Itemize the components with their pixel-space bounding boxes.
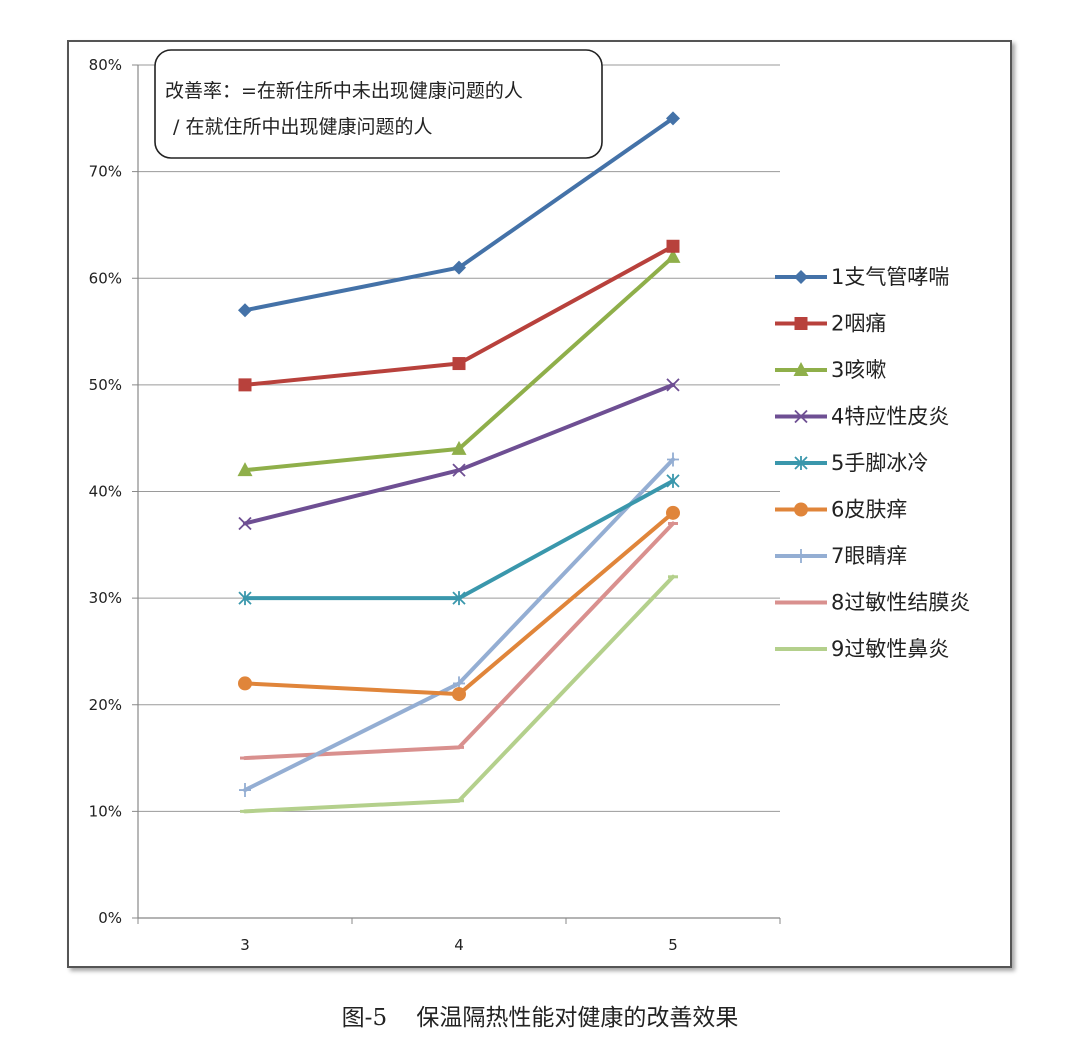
- legend-label: 2咽痛: [831, 312, 886, 336]
- data-point: [666, 111, 680, 126]
- legend-item: 2咽痛: [775, 312, 886, 336]
- data-point: [237, 462, 253, 477]
- series-2: [238, 239, 680, 392]
- legend-item: 4特应性皮炎: [775, 405, 949, 429]
- data-point: [665, 248, 681, 263]
- legend-label: 4特应性皮炎: [831, 405, 949, 429]
- legend-item: 3咳嗽: [775, 358, 886, 382]
- legend-marker: [794, 502, 808, 517]
- legend-marker: [794, 409, 808, 424]
- x-tick-label: 4: [454, 936, 464, 954]
- data-point: [238, 591, 252, 606]
- legend-label: 6皮肤痒: [831, 498, 907, 522]
- legend-label: 7眼睛痒: [831, 544, 907, 568]
- chart-frame: 0% 10% 20% 30% 40% 50% 60% 70% 80% 3 4 5 改善率：=在新住所中…: [67, 40, 1012, 968]
- y-tick-label: 80%: [89, 56, 122, 74]
- data-point: [239, 783, 251, 798]
- data-point: [452, 357, 466, 371]
- data-point: [452, 591, 466, 606]
- legend-marker: [794, 270, 808, 284]
- series-4: [238, 378, 680, 531]
- formula-note: 改善率：=在新住所中未出现健康问题的人 / 在就住所中出现健康问题的人: [154, 49, 603, 159]
- formula-note-line-2: / 在就住所中出现健康问题的人: [173, 116, 432, 138]
- line-chart: 0% 10% 20% 30% 40% 50% 60% 70% 80% 3 4 5 改善率：=在新住所中…: [89, 49, 970, 954]
- legend-label: 5手脚冰冷: [831, 451, 928, 475]
- legend-marker: [795, 549, 807, 563]
- legend-label: 3咳嗽: [831, 358, 886, 382]
- axes: 0% 10% 20% 30% 40% 50% 60% 70% 80% 3 4 5: [89, 56, 781, 954]
- series-1: [238, 111, 680, 318]
- figure-caption: 图-5 保温隔热性能对健康的改善效果: [341, 1005, 739, 1031]
- data-point: [451, 440, 467, 455]
- y-tick-label: 70%: [89, 163, 122, 181]
- data-point: [238, 516, 252, 531]
- data-point: [452, 687, 466, 702]
- x-tick-label: 3: [240, 936, 250, 954]
- x-tick-label: 5: [668, 936, 678, 954]
- y-tick-label: 40%: [89, 483, 122, 501]
- data-point: [666, 239, 680, 253]
- data-point: [238, 378, 252, 392]
- y-tick-label: 30%: [89, 589, 122, 607]
- data-point: [238, 676, 252, 691]
- legend-item: 5手脚冰冷: [775, 451, 928, 475]
- legend-item: 6皮肤痒: [775, 498, 907, 522]
- y-tick-label: 60%: [89, 269, 122, 287]
- series-line: [243, 478, 675, 601]
- y-tick-label: 50%: [89, 376, 122, 394]
- legend-item: 9过敏性鼻炎: [775, 637, 949, 661]
- y-tick-label: 10%: [89, 802, 122, 820]
- series-6: [238, 505, 680, 702]
- series-line: [243, 521, 675, 761]
- legend-item: 7眼睛痒: [775, 544, 907, 568]
- legend-label: 9过敏性鼻炎: [831, 637, 949, 661]
- legend-label: 8过敏性结膜炎: [831, 591, 970, 615]
- legend-marker: [793, 362, 809, 376]
- legend-item: 1支气管哮喘: [775, 265, 949, 289]
- series-7: [239, 452, 679, 798]
- data-point: [666, 378, 680, 392]
- data-point: [452, 260, 466, 275]
- data-point: [452, 463, 466, 477]
- y-tick-label: 20%: [89, 696, 122, 714]
- series-9: [240, 574, 678, 814]
- legend-label: 1支气管哮喘: [831, 265, 949, 289]
- legend-marker: [794, 317, 808, 330]
- data-point: [667, 452, 679, 467]
- legend-item: 8过敏性结膜炎: [775, 591, 970, 615]
- formula-note-line-1: 改善率：=在新住所中未出现健康问题的人: [165, 80, 523, 102]
- legend-marker: [794, 456, 808, 470]
- series-lines: [237, 111, 681, 814]
- data-point: [666, 473, 680, 488]
- formula-note-box: [154, 49, 603, 159]
- data-point: [666, 505, 680, 520]
- legend: 1支气管哮喘 2咽痛 3咳嗽 4特应性皮炎 5手脚冰冷 6皮肤痒 7眼睛痒 8过敏性结膜炎 9过…: [775, 265, 970, 661]
- series-5: [238, 473, 680, 606]
- data-point: [238, 303, 252, 318]
- y-tick-label: 0%: [98, 909, 122, 927]
- series-3: [237, 248, 681, 477]
